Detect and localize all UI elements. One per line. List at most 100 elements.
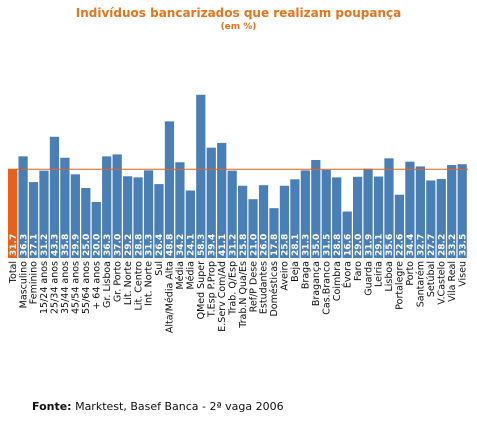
category-label-25: Domésticas [269, 261, 280, 317]
bar-19 [206, 147, 216, 258]
category-label-11: Lit. Norte [123, 261, 134, 305]
value-label-8: 20.0 [92, 234, 102, 256]
category-label-38: Porto [405, 261, 416, 286]
value-label-12: 28.8 [134, 234, 144, 256]
source-note: Fonte: Marktest, Basef Banca - 2ª vaga 2… [32, 400, 284, 413]
category-label-13: Int. Norte [144, 261, 155, 306]
category-label-32: Évora [341, 261, 353, 288]
value-label-14: 26.4 [155, 234, 165, 256]
category-label-34: Guarda [363, 261, 374, 296]
bar-8 [91, 202, 101, 258]
source-text: Marktest, Basef Banca - 2ª vaga 2006 [71, 400, 284, 413]
bar-36 [384, 158, 394, 258]
bar-14 [154, 184, 164, 258]
value-label-26: 25.8 [281, 234, 291, 256]
value-label-13: 31.3 [145, 234, 155, 256]
value-label-23: 21.0 [249, 234, 259, 256]
bar-28 [300, 170, 310, 258]
bar-42 [447, 165, 457, 258]
category-label-20: E.Serv Com/Ad [217, 261, 228, 332]
value-label-16: 34.2 [176, 234, 186, 256]
category-label-27: Beja [290, 261, 301, 282]
category-label-6: 45/54 anos [71, 261, 82, 314]
bar-23 [248, 199, 258, 258]
bar-17 [185, 190, 195, 258]
category-label-26: Aveiro [280, 261, 291, 291]
category-label-23: Ref/P Dese [248, 261, 259, 312]
value-label-11: 29.2 [124, 234, 134, 256]
category-label-37: Portalegre [395, 261, 406, 310]
category-label-31: Coimbra [332, 261, 343, 301]
value-label-19: 39.4 [207, 234, 217, 256]
category-label-9: Gr. Lisboa [102, 261, 113, 308]
value-label-10: 37.0 [113, 234, 123, 256]
value-label-7: 25.0 [82, 234, 92, 256]
category-label-0: Total [8, 261, 19, 284]
category-label-41: V.Castelo [436, 261, 447, 305]
bar-16 [175, 162, 185, 258]
bar-37 [394, 194, 405, 258]
bar-3 [39, 170, 49, 258]
category-label-33: Faro [353, 261, 364, 281]
bar-2 [28, 182, 39, 258]
category-label-40: Setúbal [426, 261, 437, 297]
value-label-36: 35.6 [385, 234, 395, 256]
category-label-2: Feminino [29, 261, 40, 304]
bar-33 [353, 176, 363, 258]
category-label-15: Alta/Média Alta [165, 261, 176, 333]
bar-40 [426, 180, 436, 258]
value-label-32: 16.6 [343, 234, 353, 256]
bar-31 [332, 177, 342, 258]
value-label-33: 29.0 [354, 234, 364, 256]
category-label-22: Trab.N Qua/Es [238, 261, 249, 329]
value-label-3: 31.2 [40, 234, 50, 256]
value-label-43: 33.5 [458, 234, 468, 256]
bar-26 [279, 185, 290, 258]
bar-43 [457, 164, 467, 258]
bar-7 [81, 188, 91, 258]
value-label-40: 27.7 [427, 234, 437, 256]
category-label-43: Viseu [457, 261, 468, 287]
bar-13 [143, 170, 154, 258]
category-label-8: + 64 anos [91, 261, 102, 310]
value-label-37: 22.6 [396, 234, 406, 256]
bar-22 [238, 185, 248, 258]
bar-15 [164, 121, 175, 258]
bar-25 [269, 208, 279, 258]
value-label-1: 36.3 [19, 234, 29, 256]
category-label-18: QMed Super [196, 261, 207, 319]
category-label-21: Trab. Q/Esp [227, 261, 238, 316]
category-label-3: 15/24 anos [39, 261, 50, 314]
bar-10 [112, 154, 122, 258]
value-label-38: 34.4 [406, 234, 416, 256]
value-label-41: 28.2 [437, 234, 447, 256]
value-label-30: 31.5 [322, 234, 332, 256]
bar-30 [321, 169, 331, 258]
value-label-4: 43.3 [51, 234, 61, 256]
value-label-28: 31.3 [302, 234, 312, 256]
chart-title: Indivíduos bancarizados que realizam pou… [75, 6, 402, 20]
bar-6 [70, 174, 80, 258]
value-label-15: 48.8 [166, 234, 176, 256]
value-label-25: 17.8 [270, 234, 280, 256]
bar-5 [60, 157, 70, 258]
bar-32 [342, 211, 352, 258]
value-label-5: 35.8 [61, 234, 71, 256]
category-label-35: Leiria [374, 261, 385, 287]
bar-21 [227, 170, 237, 258]
chart-subtitle: (em %) [220, 22, 257, 32]
bar-1 [18, 156, 28, 258]
value-label-17: 24.1 [187, 234, 197, 256]
category-label-28: Braga [301, 261, 312, 289]
value-label-24: 26.0 [260, 234, 270, 256]
bar-12 [133, 177, 143, 258]
category-label-10: Gr. Porto [112, 261, 123, 302]
bar-38 [405, 161, 415, 258]
value-label-31: 28.8 [333, 234, 343, 256]
bar-35 [373, 176, 384, 258]
bar-9 [102, 156, 112, 258]
category-label-16: Média [175, 261, 186, 290]
value-label-27: 28.1 [291, 234, 301, 256]
value-label-9: 36.3 [103, 234, 113, 256]
bar-39 [415, 166, 425, 258]
